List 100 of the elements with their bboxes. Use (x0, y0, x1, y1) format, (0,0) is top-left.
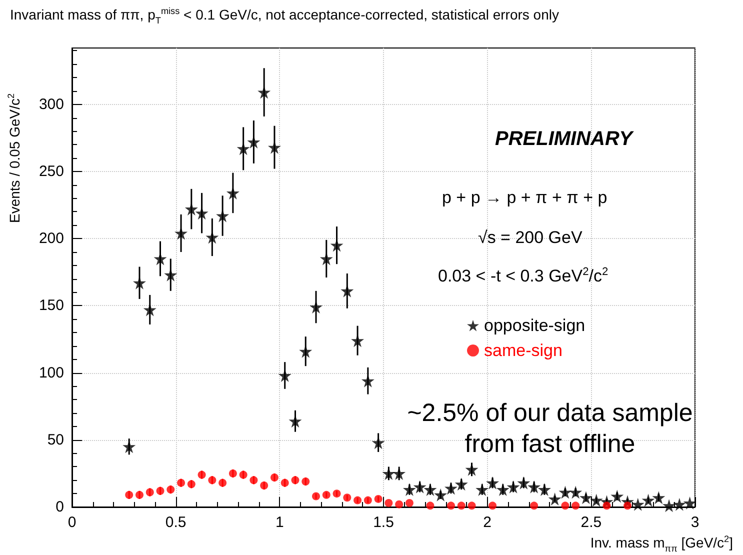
point (610, 490, 624, 503)
point (384, 498, 393, 507)
point (392, 466, 406, 480)
point (122, 440, 136, 454)
point (236, 142, 250, 156)
annotation: PRELIMINARY (495, 128, 632, 151)
point (538, 483, 551, 496)
annotation: p + p → p + π + π + p (442, 188, 608, 208)
annotation: √s = 200 GeV (478, 228, 582, 248)
point (136, 490, 144, 499)
point (208, 476, 216, 484)
point (402, 483, 416, 496)
point (457, 502, 466, 510)
point (195, 206, 208, 220)
point (299, 344, 312, 358)
point (530, 502, 538, 510)
point (320, 252, 333, 266)
point (364, 496, 372, 504)
point (486, 476, 500, 490)
point (561, 502, 570, 510)
point (579, 491, 592, 504)
point (454, 478, 468, 491)
point (228, 469, 237, 478)
x-tick-label: 3 (690, 514, 700, 531)
chart-title: Invariant mass of ππ, p$_{T}$$^{miss}$ < 0.1 GeV/c, not acceptance-corrected, statistical errors only (10, 6, 559, 26)
point (496, 483, 510, 496)
point (239, 470, 248, 479)
point (268, 140, 281, 154)
point (187, 480, 196, 488)
point (672, 498, 686, 511)
point (447, 502, 455, 510)
point (405, 498, 414, 507)
point (164, 268, 178, 282)
point (631, 498, 644, 511)
point (310, 300, 323, 314)
y-tick-label: 100 (38, 364, 64, 382)
x-tick-label: 0 (68, 514, 76, 531)
x-tick-label: 2 (483, 514, 492, 531)
point (642, 494, 655, 507)
x-tick-label: 1 (275, 514, 284, 531)
y-tick-label: 200 (38, 230, 64, 248)
point (517, 476, 530, 490)
point (156, 486, 164, 495)
point (340, 284, 354, 298)
point (413, 480, 426, 494)
y-tick-label: 0 (56, 498, 64, 516)
point (354, 496, 362, 504)
y-tick-label: 150 (38, 297, 64, 314)
point (166, 486, 175, 494)
point (278, 368, 292, 382)
point (374, 494, 382, 503)
point (302, 478, 310, 486)
point (548, 492, 562, 506)
y-tick-label: 300 (38, 96, 64, 113)
point (280, 478, 289, 487)
point (572, 502, 580, 510)
point (652, 491, 666, 504)
point (590, 494, 603, 507)
point (476, 483, 489, 496)
point (488, 502, 497, 510)
point (270, 473, 278, 482)
point (444, 482, 458, 495)
point (528, 480, 541, 494)
point (226, 186, 240, 200)
point (322, 490, 330, 499)
point (250, 476, 258, 484)
point (247, 135, 260, 148)
point (361, 374, 374, 388)
point (260, 482, 268, 490)
point (343, 494, 352, 502)
y-tick-label: 250 (38, 162, 64, 180)
point (426, 502, 434, 510)
point (332, 490, 341, 498)
point (569, 486, 582, 499)
point (174, 226, 188, 240)
point (218, 478, 227, 487)
point (143, 303, 156, 316)
x-tick-label: 0.5 (165, 514, 186, 531)
point (424, 483, 437, 496)
point (125, 490, 134, 499)
point (291, 476, 300, 484)
point (146, 488, 154, 496)
point (558, 486, 572, 499)
point (351, 334, 364, 348)
point (258, 86, 271, 99)
point (382, 466, 396, 480)
legend-label: opposite-sign (484, 316, 586, 335)
x-tick-label: 2.5 (580, 514, 602, 531)
point (177, 478, 186, 487)
annotation: 0.03 < -t < 0.3 GeV$^{2}$/c$^{2}$ (438, 266, 608, 287)
point (312, 492, 320, 500)
y-tick-label: 50 (47, 431, 64, 448)
point (372, 436, 385, 450)
point (468, 502, 476, 510)
x-tick-label: 1.5 (373, 514, 394, 531)
point (662, 499, 676, 512)
annotation: ~2.5% of our data sample from fast offline (406, 398, 694, 460)
point (206, 230, 219, 244)
point (434, 488, 448, 502)
point (330, 238, 344, 252)
